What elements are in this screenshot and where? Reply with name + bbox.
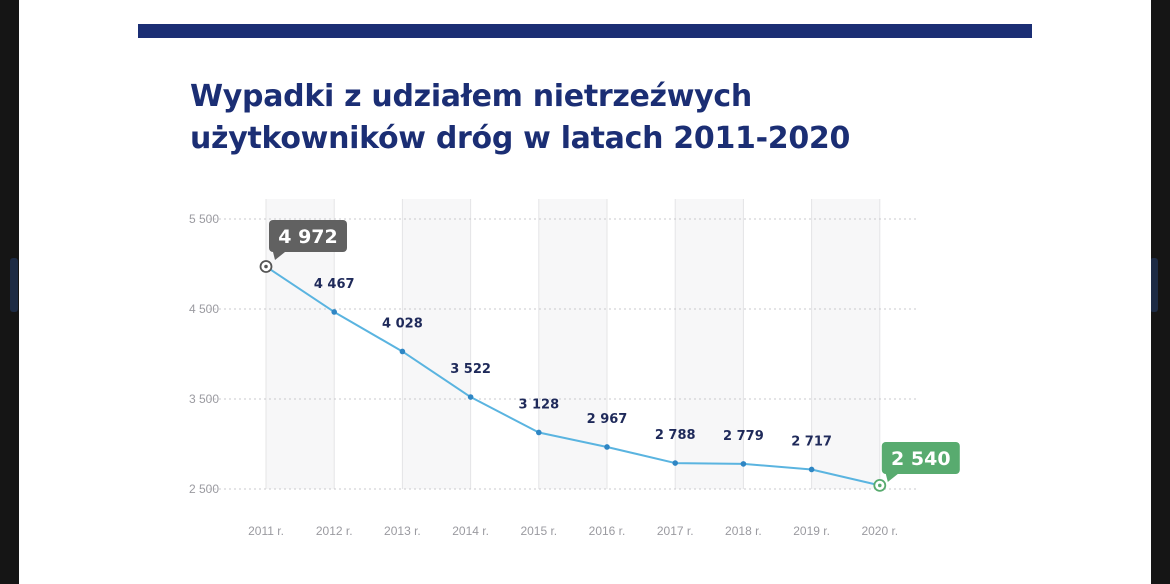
y-tick-label: 3 500 — [189, 392, 219, 406]
badge-pointer — [885, 474, 898, 482]
grid-band — [402, 199, 471, 489]
badge-pointer — [273, 252, 285, 260]
x-tick-label: 2017 r. — [657, 524, 694, 538]
line-chart: 2 500 3 500 4 500 5 500 2011 r. 2012 r. 2013 r… — [189, 199, 960, 538]
data-label: 2 717 — [791, 434, 832, 449]
data-label: 4 972 — [278, 226, 338, 248]
x-tick-label: 2012 r. — [316, 524, 353, 538]
last-value-badge — [881, 442, 960, 474]
first-value-badge — [269, 220, 347, 252]
chart-title-line-1: Wypadki z udziałem nietrzeźwych — [190, 79, 752, 114]
left-background-edge — [10, 258, 18, 312]
data-label: 3 522 — [450, 362, 491, 377]
x-tick-label: 2015 r. — [520, 524, 557, 538]
y-tick-label: 2 500 — [189, 482, 219, 496]
x-tick-label: 2011 r. — [248, 524, 284, 538]
right-background-edge — [1150, 258, 1158, 312]
data-label: 2 967 — [587, 412, 628, 427]
data-point — [604, 444, 610, 450]
top-accent-bar — [138, 24, 1032, 38]
grid-band — [811, 199, 880, 489]
data-label: 4 028 — [382, 316, 423, 331]
data-point — [331, 309, 338, 315]
data-label: 2 788 — [655, 428, 696, 443]
data-point — [467, 394, 474, 400]
x-tick-label: 2020 r. — [861, 524, 898, 538]
x-tick-label: 2019 r. — [793, 524, 830, 538]
data-label: 2 540 — [891, 448, 951, 470]
grid-band — [675, 199, 744, 489]
x-tick-label: 2013 r. — [384, 524, 421, 538]
infographic-card: Wypadki z udziałem nietrzeźwych użytkown… — [19, 0, 1151, 584]
x-tick-label: 2018 r. — [725, 524, 762, 538]
data-label: 4 467 — [314, 277, 355, 292]
data-point — [672, 460, 678, 466]
data-label: 3 128 — [518, 397, 559, 412]
chart-title-line-2: użytkowników dróg w latach 2011-2020 — [190, 121, 851, 156]
data-point-center — [878, 483, 882, 488]
x-tick-label: 2014 r. — [452, 524, 489, 538]
data-point — [536, 429, 542, 436]
chart-title: Wypadki z udziałem nietrzeźwych użytkown… — [190, 76, 850, 160]
y-tick-label: 4 500 — [189, 302, 219, 316]
data-label: 2 779 — [723, 429, 764, 444]
series-line — [265, 265, 881, 487]
data-point — [808, 466, 815, 473]
x-tick-label: 2016 r. — [589, 524, 626, 538]
y-tick-label: 5 500 — [189, 212, 219, 226]
data-point — [740, 461, 747, 467]
data-point-center — [264, 264, 268, 269]
data-point — [399, 348, 406, 355]
